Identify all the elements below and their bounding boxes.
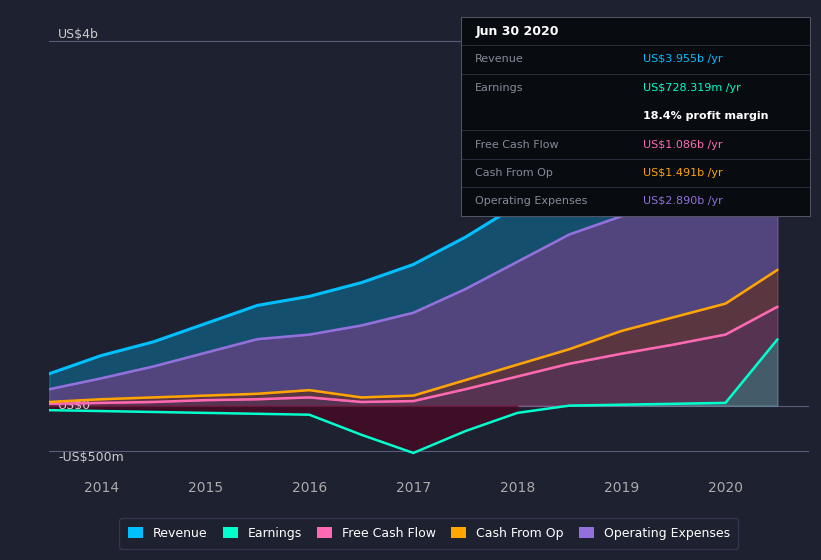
Text: US$1.086b /yr: US$1.086b /yr [643, 139, 722, 150]
Text: US$4b: US$4b [58, 29, 99, 41]
Text: 18.4% profit margin: 18.4% profit margin [643, 111, 768, 121]
Text: US$1.491b /yr: US$1.491b /yr [643, 168, 722, 178]
Text: US$0: US$0 [58, 399, 91, 412]
Text: Revenue: Revenue [475, 54, 524, 64]
Text: Operating Expenses: Operating Expenses [475, 197, 588, 207]
Text: Earnings: Earnings [475, 83, 524, 93]
Text: -US$500m: -US$500m [58, 451, 124, 464]
Text: Free Cash Flow: Free Cash Flow [475, 139, 559, 150]
Text: US$2.890b /yr: US$2.890b /yr [643, 197, 722, 207]
Text: Cash From Op: Cash From Op [475, 168, 553, 178]
Legend: Revenue, Earnings, Free Cash Flow, Cash From Op, Operating Expenses: Revenue, Earnings, Free Cash Flow, Cash … [120, 518, 738, 549]
Text: Jun 30 2020: Jun 30 2020 [475, 25, 559, 38]
Text: US$728.319m /yr: US$728.319m /yr [643, 83, 741, 93]
Text: US$3.955b /yr: US$3.955b /yr [643, 54, 722, 64]
